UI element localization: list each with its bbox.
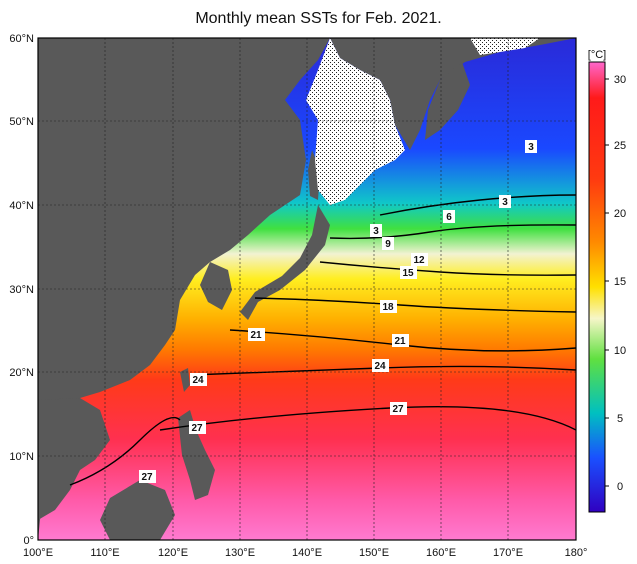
- colorbar-tick: 25: [614, 140, 626, 152]
- svg-text:24: 24: [374, 361, 386, 372]
- svg-text:21: 21: [250, 330, 262, 341]
- svg-text:9: 9: [385, 239, 391, 250]
- colorbar: [°C] 0 5 10 15 20 25 30: [588, 49, 626, 513]
- svg-text:3: 3: [528, 142, 534, 153]
- isotherm-27: [159, 405, 576, 431]
- lon-tick: 110°E: [90, 547, 119, 559]
- japan: [240, 205, 330, 320]
- contour-label: 27: [189, 421, 206, 434]
- map-plot-area: [38, 38, 576, 540]
- longitude-axis: 100°E 110°E 120°E 130°E 140°E 150°E 160°…: [23, 547, 587, 559]
- colorbar-tick: 5: [617, 413, 623, 425]
- colorbar-tick: 15: [614, 276, 626, 288]
- borneo: [100, 480, 175, 540]
- contour-label: 3: [499, 195, 511, 208]
- contour-label: 6: [443, 210, 455, 223]
- lat-tick: 60°N: [9, 33, 34, 45]
- colorbar-tick: 30: [614, 74, 626, 86]
- svg-text:27: 27: [191, 423, 203, 434]
- contour-label: 27: [390, 402, 407, 415]
- svg-text:18: 18: [382, 302, 394, 313]
- sea-ice-okhotsk: [306, 38, 405, 205]
- svg-text:3: 3: [373, 226, 379, 237]
- map-frame: [37, 37, 577, 541]
- svg-text:27: 27: [141, 472, 153, 483]
- colorbar-tick: 20: [614, 208, 626, 220]
- lon-tick: 150°E: [359, 547, 389, 559]
- lon-tick: 140°E: [292, 547, 322, 559]
- colorbar-tick: 10: [614, 345, 626, 357]
- svg-text:12: 12: [413, 255, 425, 266]
- svg-text:6: 6: [446, 212, 452, 223]
- lon-tick: 160°E: [426, 547, 456, 559]
- contour-label: 21: [248, 328, 265, 341]
- lat-tick: 40°N: [9, 200, 34, 212]
- lat-tick: 20°N: [9, 367, 34, 379]
- isotherm-9: [329, 224, 576, 240]
- contour-label: 3: [370, 224, 382, 237]
- svg-text:24: 24: [192, 375, 204, 386]
- svg-text:21: 21: [394, 336, 406, 347]
- contour-label: 18: [380, 300, 397, 313]
- philippines: [178, 410, 215, 500]
- contour-label: 15: [400, 266, 417, 279]
- contour-label: 9: [382, 237, 394, 250]
- isotherm-3: [379, 194, 576, 216]
- lon-tick: 100°E: [23, 547, 53, 559]
- contour-label: 21: [392, 334, 409, 347]
- isotherm-27-scs: [69, 416, 181, 486]
- svg-text:15: 15: [402, 268, 414, 279]
- lon-tick: 130°E: [225, 547, 255, 559]
- graticule: [38, 38, 576, 540]
- contour-label: 27: [139, 470, 156, 483]
- svg-text:27: 27: [392, 404, 404, 415]
- isotherm-18: [254, 297, 576, 313]
- svg-text:3: 3: [502, 197, 508, 208]
- isotherm-15: [319, 261, 576, 276]
- taiwan: [180, 368, 190, 392]
- lon-tick: 170°E: [493, 547, 523, 559]
- colorbar-scale: [588, 61, 606, 513]
- contour-labels: 3 3 3 6 9 12 15 18 21 21 24 24 27 27 27: [139, 140, 537, 483]
- contour-label: 3: [525, 140, 537, 153]
- sea-ice-bering: [470, 38, 540, 55]
- lon-tick: 180°: [565, 547, 588, 559]
- contour-label: 12: [411, 253, 428, 266]
- lat-tick: 0°: [23, 535, 34, 547]
- contour-label: 24: [372, 359, 389, 372]
- siberia-landmass: [330, 38, 576, 150]
- lat-tick: 10°N: [9, 451, 34, 463]
- indochina: [38, 398, 110, 520]
- contour-label: 24: [190, 373, 207, 386]
- lat-tick: 50°N: [9, 116, 34, 128]
- lon-tick: 120°E: [158, 547, 188, 559]
- colorbar-tick: 0: [617, 481, 623, 493]
- korea: [200, 262, 232, 310]
- map-title: Monthly mean SSTs for Feb. 2021.: [195, 10, 442, 27]
- latitude-axis: 0° 10°N 20°N 30°N 40°N 50°N 60°N: [9, 33, 34, 547]
- kamchatka: [425, 62, 470, 140]
- lat-tick: 30°N: [9, 284, 34, 296]
- colorbar-unit: [°C]: [588, 49, 606, 61]
